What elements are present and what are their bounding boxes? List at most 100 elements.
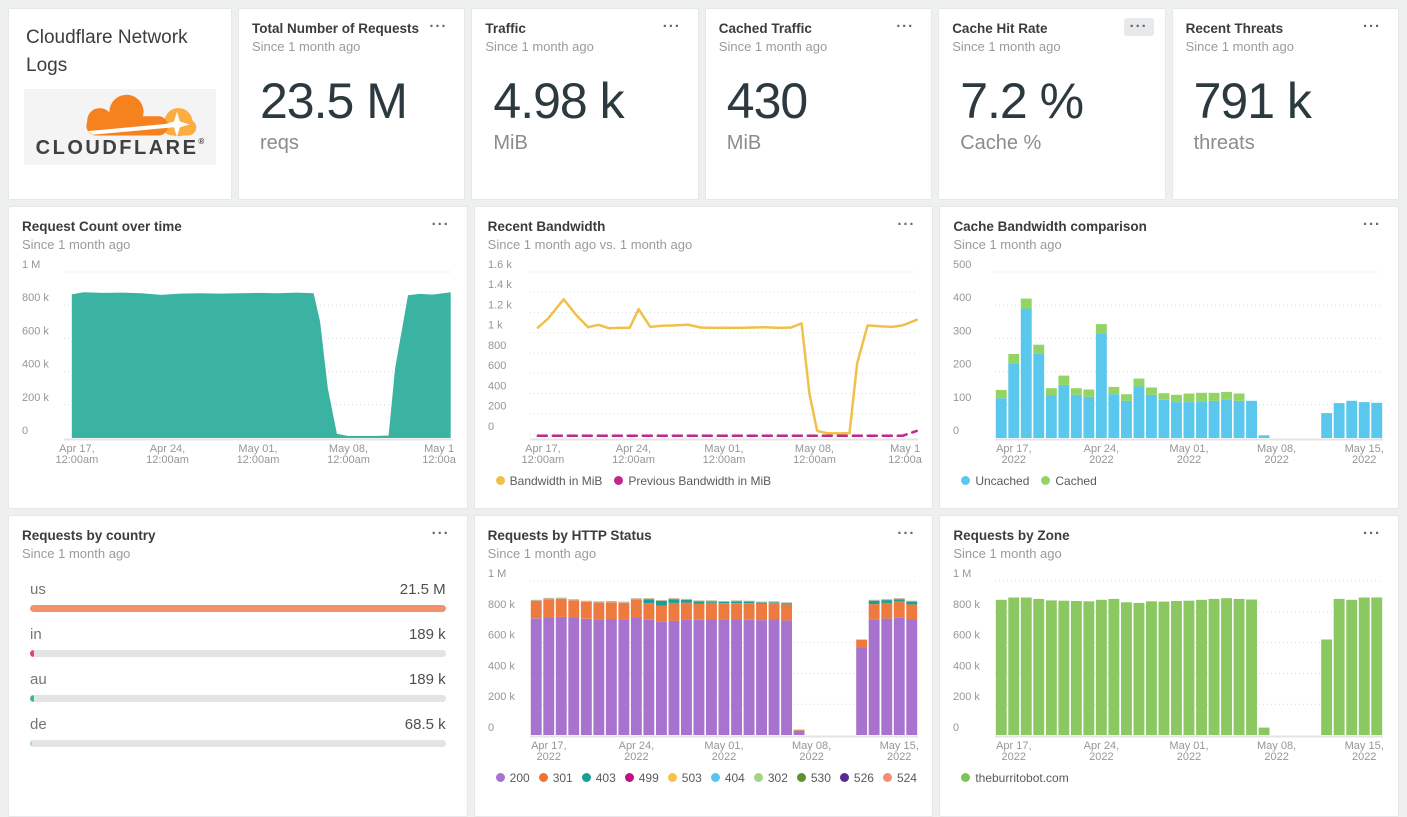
svg-text:May 1: May 1 (890, 443, 920, 455)
legend-item[interactable]: 526 (839, 771, 874, 785)
svg-text:Apr 17,: Apr 17, (531, 740, 566, 752)
legend-label: 503 (681, 770, 702, 785)
stat-body: 7.2 % Cache % (952, 56, 1151, 188)
country-bar-fill (30, 604, 446, 612)
panel-subtitle: Since 1 month ago (22, 237, 131, 253)
country-label: us (30, 580, 46, 598)
legend-dot-icon (495, 476, 505, 486)
legend-dot-icon (710, 773, 720, 783)
panel-subtitle: Since 1 month ago (953, 546, 1062, 562)
legend-item[interactable]: Uncached (961, 474, 1029, 488)
svg-text:1 M: 1 M (22, 260, 40, 271)
stat-value: 791 k (1193, 73, 1312, 130)
panel-subtitle: Since 1 month ago (952, 39, 1061, 55)
svg-text:600: 600 (488, 360, 506, 372)
svg-text:1 M: 1 M (488, 569, 506, 580)
svg-text:2022: 2022 (1089, 454, 1113, 466)
legend-label: 524 (896, 770, 917, 785)
chart-legend: Uncached Cached (961, 474, 1385, 488)
svg-text:May 01,: May 01, (704, 740, 743, 752)
svg-text:0: 0 (488, 421, 494, 433)
legend-dot-icon (753, 773, 763, 783)
svg-text:May 01,: May 01, (1170, 740, 1209, 752)
country-value: 189 k (408, 670, 446, 688)
svg-text:2022: 2022 (1265, 454, 1289, 466)
legend-item[interactable]: Previous Bandwidth in MiB (614, 474, 771, 488)
legend-label: Uncached (975, 473, 1030, 488)
legend-label: 301 (552, 770, 573, 785)
legend-dot-icon (495, 773, 505, 783)
legend-dot-icon (961, 773, 971, 783)
panel-request-count: Request Count over time Since 1 month ag… (8, 206, 468, 509)
svg-text:12:00a: 12:00a (422, 454, 456, 466)
svg-text:100: 100 (953, 392, 971, 404)
legend-label: Previous Bandwidth in MiB (628, 473, 772, 488)
country-bar-fill (30, 739, 32, 747)
legend-item[interactable]: 302 (753, 771, 788, 785)
svg-text:0: 0 (22, 425, 28, 437)
panel-menu-button[interactable]: ··· (1362, 525, 1381, 542)
svg-text:0: 0 (488, 722, 494, 734)
legend-label: 403 (595, 770, 616, 785)
svg-text:2022: 2022 (799, 751, 823, 763)
legend-item[interactable]: theburritobot.com (961, 771, 1069, 785)
panel-menu-button[interactable]: ··· (431, 216, 450, 233)
legend-item[interactable]: Bandwidth in MiB (495, 474, 602, 488)
svg-text:Apr 17,: Apr 17, (525, 443, 560, 455)
svg-text:800 k: 800 k (488, 599, 515, 611)
legend-item[interactable]: 503 (667, 770, 702, 785)
svg-text:600 k: 600 k (953, 629, 980, 641)
legend-dot-icon (882, 773, 892, 783)
legend-label: 499 (638, 770, 659, 785)
legend-item[interactable]: 301 (538, 770, 573, 785)
legend-label: 530 (810, 770, 831, 785)
panel-subtitle: Since 1 month ago (953, 237, 1062, 253)
legend-item[interactable]: Cached (1041, 474, 1097, 488)
svg-text:600 k: 600 k (488, 629, 515, 641)
panel-title: Recent Bandwidth (487, 219, 606, 234)
chart-legend: 200 301 403 499 503 404 302 530 526 524 (495, 770, 920, 785)
panel-menu-button[interactable]: ··· (662, 18, 681, 35)
svg-text:2022: 2022 (1352, 454, 1376, 466)
legend-item[interactable]: 524 (882, 770, 917, 785)
panel-title: Recent Threats (1185, 21, 1284, 36)
panel-subtitle: Since 1 month ago (1185, 39, 1294, 55)
country-bar-track (30, 604, 446, 612)
svg-text:Apr 24,: Apr 24, (1084, 740, 1119, 752)
legend-item[interactable]: 404 (710, 771, 745, 785)
panel-subtitle: Since 1 month ago (718, 39, 828, 55)
panel-subtitle: Since 1 month ago (22, 546, 131, 562)
svg-text:12:00a: 12:00a (888, 454, 922, 466)
panel-menu-button[interactable]: ··· (897, 216, 916, 233)
legend-item[interactable]: 403 (581, 770, 616, 785)
panel-menu-button[interactable]: ··· (1362, 18, 1381, 35)
svg-text:600 k: 600 k (22, 325, 49, 337)
panel-menu-button[interactable]: ··· (431, 525, 450, 542)
country-label: in (30, 625, 42, 643)
panel-title: Cache Bandwidth comparison (953, 219, 1147, 234)
country-bar-fill (30, 649, 35, 657)
legend-item[interactable]: 200 (495, 771, 530, 785)
panel-title: Requests by Zone (953, 528, 1070, 543)
panel-cache-hit-rate: Cache Hit Rate Since 1 month ago ··· 7.2… (938, 8, 1166, 200)
country-row: in 189 k (30, 626, 446, 657)
svg-text:May 01,: May 01, (1170, 443, 1209, 455)
panel-title: Traffic (485, 21, 526, 36)
country-label: de (30, 715, 47, 733)
svg-text:Apr 17,: Apr 17, (996, 443, 1031, 455)
svg-text:2022: 2022 (1352, 751, 1376, 763)
country-row: au 189 k (30, 671, 446, 702)
panel-requests-by-country: Requests by country Since 1 month ago ··… (8, 515, 468, 817)
panel-menu-button[interactable]: ··· (896, 18, 915, 35)
panel-title: Request Count over time (22, 219, 182, 234)
legend-item[interactable]: 530 (796, 770, 831, 785)
svg-text:2022: 2022 (711, 751, 735, 763)
panel-menu-button[interactable]: ··· (897, 525, 916, 542)
panel-menu-button[interactable]: ··· (1362, 216, 1381, 233)
panel-menu-button[interactable]: ··· (429, 18, 448, 35)
legend-item[interactable]: 499 (624, 770, 659, 785)
panel-menu-button[interactable]: ··· (1123, 18, 1154, 36)
svg-text:1 M: 1 M (953, 569, 971, 580)
svg-text:May 15,: May 15, (879, 740, 918, 752)
